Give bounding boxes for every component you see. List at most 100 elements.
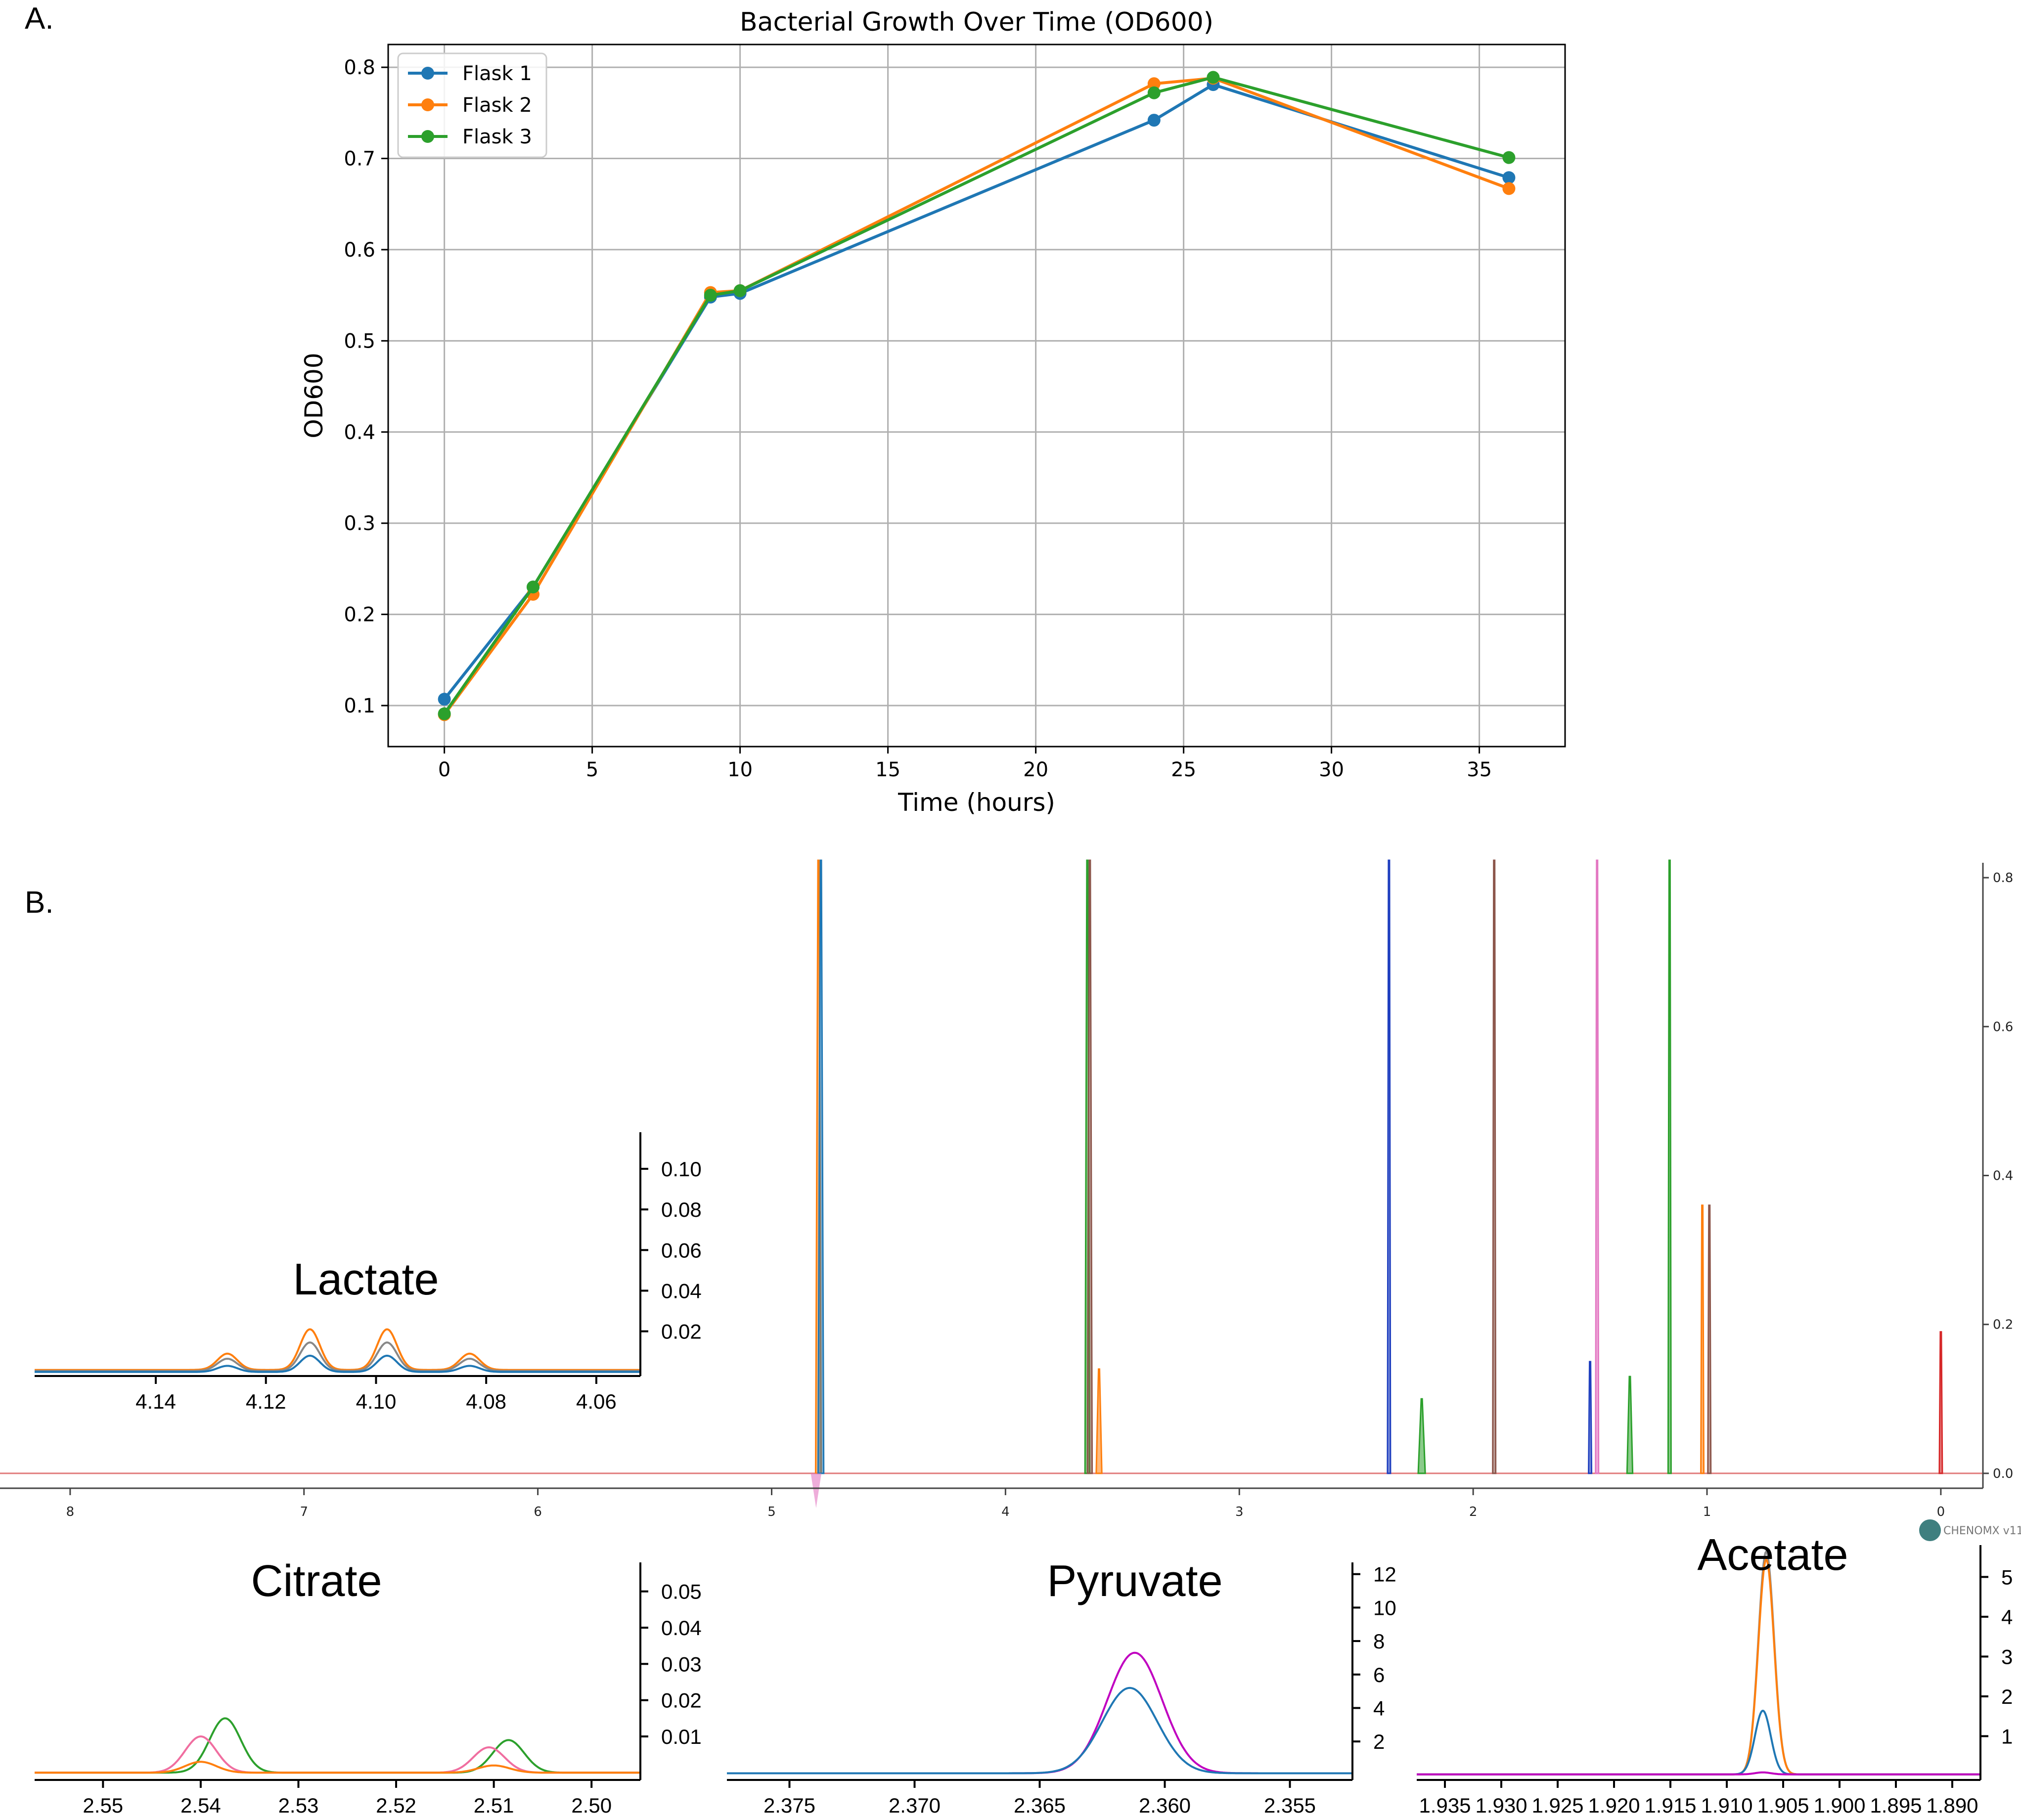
data-point-flask-3: [1502, 151, 1516, 164]
x-tick-label: 5: [767, 1505, 776, 1519]
panel-label-a: A.: [25, 1, 54, 36]
inset-x-tick-label: 1.930: [1475, 1794, 1527, 1817]
x-tick-label: 0: [438, 758, 450, 781]
inset-y-tick-label: 6: [1373, 1663, 1385, 1687]
spectrum-peak: [1707, 1204, 1712, 1474]
inset-title: Lactate: [293, 1255, 439, 1304]
x-axis-label: Time (hours): [898, 788, 1055, 817]
data-point-flask-3: [1147, 86, 1161, 99]
legend-swatch-marker: [421, 130, 434, 143]
inset-x-tick-label: 1.915: [1644, 1794, 1696, 1817]
legend-box: [397, 52, 547, 158]
inset-y-tick-label: 0.01: [661, 1725, 702, 1748]
chart-title: Bacterial Growth Over Time (OD600): [740, 7, 1213, 37]
spectrum-peak: [817, 859, 825, 1474]
spectrum-negative-peak: [810, 1473, 822, 1508]
inset-x-tick-label: 1.905: [1757, 1794, 1809, 1817]
inset-y-tick-label: 0.10: [661, 1157, 702, 1181]
inset-x-tick-label: 2.365: [1014, 1794, 1066, 1817]
y-tick-label: 0.6: [344, 239, 375, 262]
x-tick-label: 15: [875, 758, 900, 781]
y-tick-label: 0.4: [344, 421, 375, 444]
inset-curve-lactate: [35, 1354, 640, 1373]
inset-x-tick-label: 1.920: [1588, 1794, 1640, 1817]
inset-curve-pyruvate: [727, 1651, 1352, 1775]
spectrum-peak: [1595, 859, 1600, 1474]
inset-x-tick-label: 2.375: [763, 1794, 815, 1817]
x-tick-label: 1: [1703, 1505, 1711, 1519]
inset-x-tick-label: 1.925: [1531, 1794, 1583, 1817]
y-tick-label: 0.8: [344, 56, 375, 79]
y-tick-label: 0.8: [1993, 871, 2013, 886]
chenomx-logo-text: CHENOMX v11.0: [1943, 1525, 2021, 1537]
y-tick-label: 0.6: [1993, 1020, 2013, 1034]
inset-x-tick-label: 1.890: [1926, 1794, 1978, 1817]
inset-x-tick-label: 2.370: [889, 1794, 941, 1817]
inset-y-tick-label: 4: [2001, 1605, 2013, 1629]
legend-entry: Flask 1: [462, 62, 532, 85]
y-tick-label: 0.0: [1993, 1466, 2013, 1481]
inset-title: Acetate: [1697, 1530, 1848, 1580]
inset-y-tick-label: 0.02: [661, 1320, 702, 1343]
spectrum-peak: [1588, 1361, 1593, 1474]
chenomx-logo-icon: [1919, 1519, 1941, 1541]
inset-curve-lactate: [35, 1328, 640, 1371]
inset-y-tick-label: 0.03: [661, 1652, 702, 1676]
inset-x-tick-label: 4.06: [576, 1390, 617, 1413]
spectrum-peak: [1492, 859, 1497, 1474]
x-tick-label: 5: [586, 758, 598, 781]
inset-y-tick-label: 10: [1373, 1596, 1396, 1619]
legend-entry: Flask 3: [462, 126, 532, 148]
inset-x-tick-label: 4.12: [246, 1390, 286, 1413]
inset-y-tick-label: 0.04: [661, 1279, 702, 1302]
x-tick-label: 0: [1937, 1505, 1945, 1519]
inset-y-tick-label: 8: [1373, 1630, 1385, 1653]
inset-y-tick-label: 0.02: [661, 1689, 702, 1712]
inset-x-tick-label: 1.910: [1701, 1794, 1752, 1817]
x-tick-label: 2: [1469, 1505, 1478, 1519]
inset-curve-acetate: [1417, 1549, 1980, 1776]
plot-frame: [387, 44, 1566, 748]
y-tick-label: 0.4: [1993, 1169, 2013, 1184]
inset-title: Citrate: [251, 1556, 382, 1606]
inset-citrate: 2.55 2.54 2.53 2.52 2.51 2.50 0.01 0.02 0.03 0.04…: [35, 1556, 702, 1817]
y-tick-label: 0.5: [344, 330, 375, 353]
x-tick-label: 4: [1001, 1505, 1010, 1519]
inset-y-tick-label: 0.06: [661, 1239, 702, 1262]
x-tick-label: 20: [1023, 758, 1048, 781]
inset-y-tick-label: 0.08: [661, 1198, 702, 1221]
data-point-flask-3: [527, 580, 540, 594]
inset-x-tick-label: 4.10: [356, 1390, 397, 1413]
data-point-flask-3: [704, 289, 717, 302]
x-tick-label: 6: [534, 1505, 542, 1519]
data-point-flask-3: [733, 284, 747, 297]
inset-curve-lactate: [35, 1341, 640, 1372]
data-point-flask-3: [1207, 71, 1220, 84]
inset-y-tick-label: 2: [2001, 1685, 2013, 1708]
data-point-flask-1: [438, 693, 451, 706]
inset-x-tick-label: 2.53: [278, 1794, 319, 1817]
inset-x-tick-label: 2.51: [474, 1794, 514, 1817]
x-tick-label: 8: [66, 1505, 75, 1519]
x-tick-label: 35: [1467, 758, 1492, 781]
panel-label-b: B.: [25, 886, 54, 920]
inset-curve-pyruvate: [727, 1687, 1352, 1775]
inset-y-tick-label: 1: [2001, 1725, 2013, 1748]
y-tick-label: 0.2: [344, 604, 375, 626]
inset-title: Pyruvate: [1047, 1556, 1222, 1606]
spectrum-peak: [1700, 1204, 1705, 1474]
y-tick-label: 0.1: [344, 695, 375, 717]
inset-y-tick-label: 5: [2001, 1565, 2013, 1589]
inset-x-tick-label: 1.900: [1813, 1794, 1865, 1817]
spectrum-peak: [1938, 1331, 1943, 1474]
x-tick-label: 10: [727, 758, 753, 781]
inset-y-tick-label: 0.05: [661, 1580, 702, 1603]
data-point-flask-2: [1502, 182, 1516, 195]
inset-curve-citrate: [35, 1761, 640, 1774]
inset-x-tick-label: 2.355: [1264, 1794, 1316, 1817]
inset-curve-citrate: [35, 1717, 640, 1774]
data-point-flask-3: [438, 707, 451, 720]
inset-acetate: 1.935 1.930 1.925 1.920 1.915 1.910 1.905 1.900…: [1417, 1530, 2013, 1817]
spectrum-peak: [1667, 859, 1672, 1474]
